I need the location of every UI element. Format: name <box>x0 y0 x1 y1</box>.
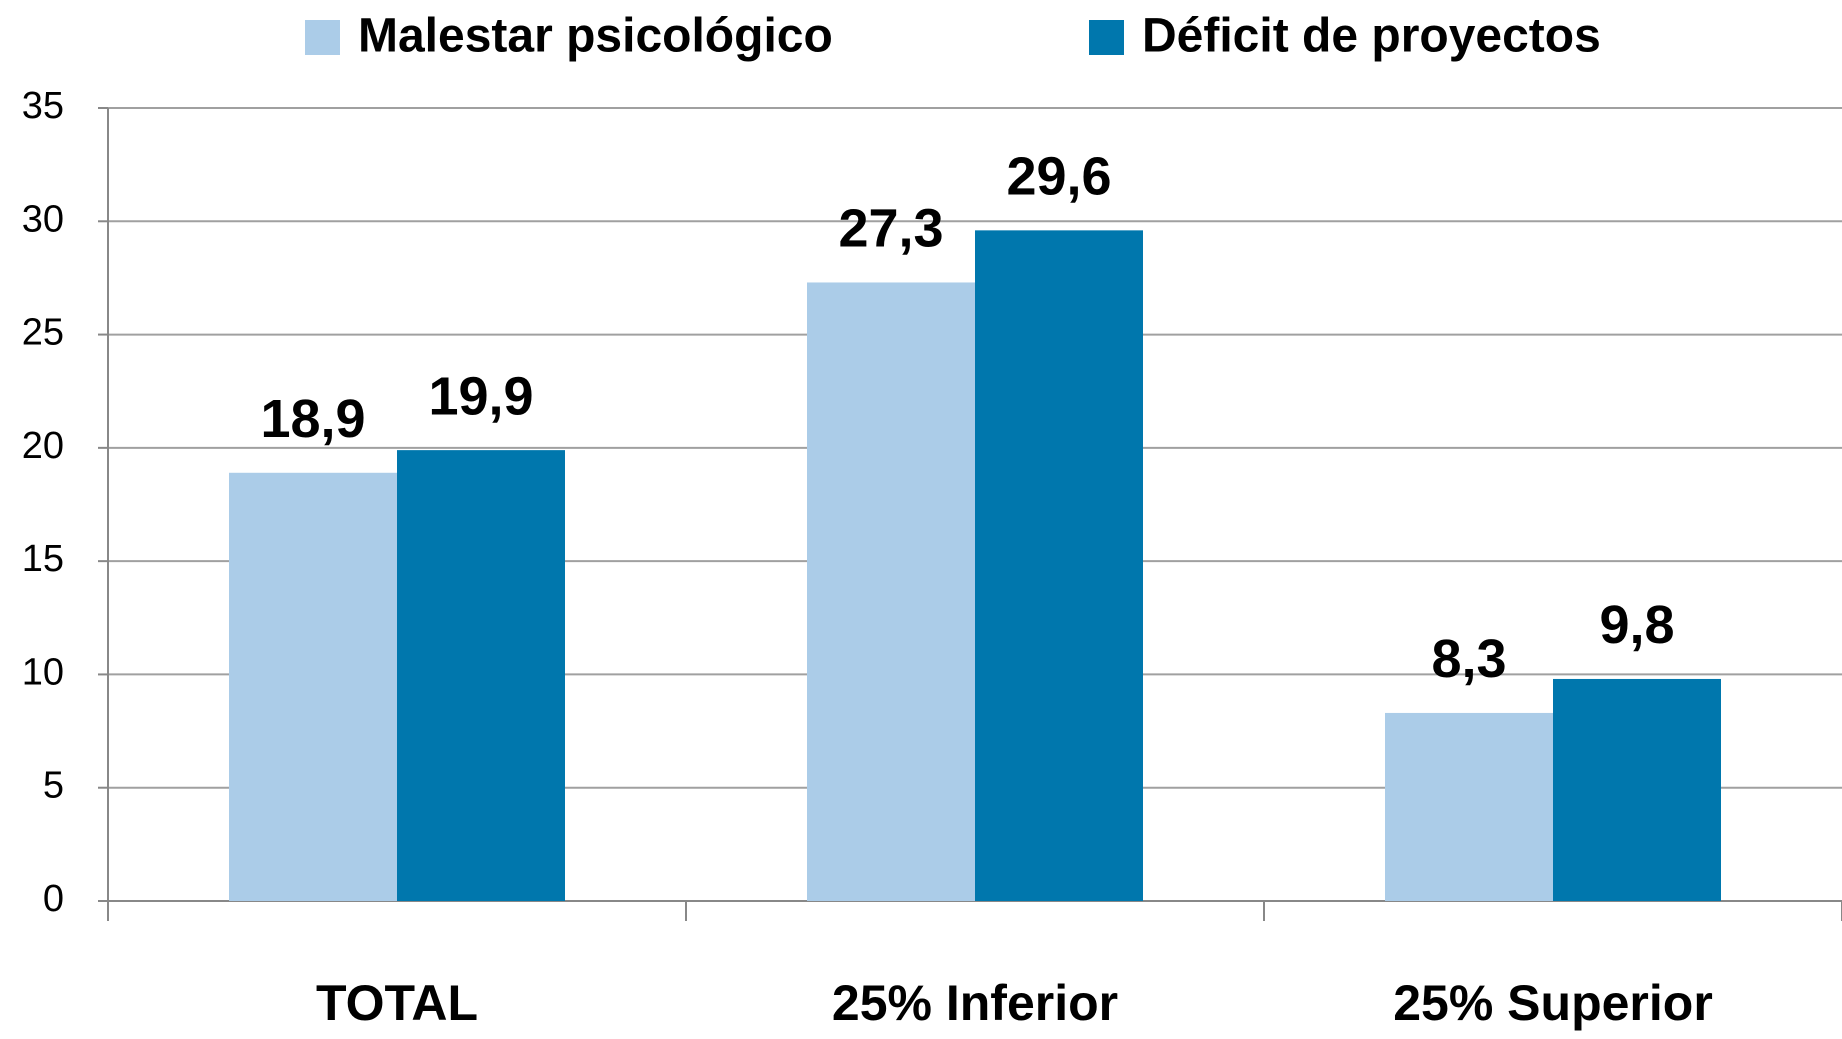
y-tick-label: 5 <box>43 765 64 807</box>
y-tick-label: 25 <box>22 312 64 354</box>
data-label: 27,3 <box>838 199 943 259</box>
x-tick-label: 25% Superior <box>1393 975 1713 1031</box>
x-tick-label: 25% Inferior <box>832 975 1118 1031</box>
x-tick-label: TOTAL <box>316 975 478 1031</box>
y-tick-label: 20 <box>22 425 64 467</box>
legend-swatch <box>1089 20 1124 55</box>
bar <box>1385 712 1553 901</box>
y-tick-label: 35 <box>22 85 64 127</box>
legend-label: Déficit de proyectos <box>1142 10 1601 63</box>
y-tick-label: 30 <box>22 198 64 240</box>
bar <box>229 472 397 901</box>
data-label: 18,9 <box>260 389 365 449</box>
data-label: 29,6 <box>1006 147 1111 207</box>
y-tick-label: 0 <box>43 878 64 920</box>
legend-swatch <box>305 20 340 55</box>
bar <box>807 282 975 902</box>
y-tick-label: 15 <box>22 538 64 580</box>
data-label: 9,8 <box>1599 595 1674 655</box>
data-label: 8,3 <box>1431 629 1506 689</box>
bar <box>975 230 1143 901</box>
y-tick-label: 10 <box>22 651 64 693</box>
data-label: 19,9 <box>428 366 533 426</box>
bar <box>397 450 565 901</box>
legend-label: Malestar psicológico <box>358 10 833 63</box>
bar <box>1553 678 1721 901</box>
